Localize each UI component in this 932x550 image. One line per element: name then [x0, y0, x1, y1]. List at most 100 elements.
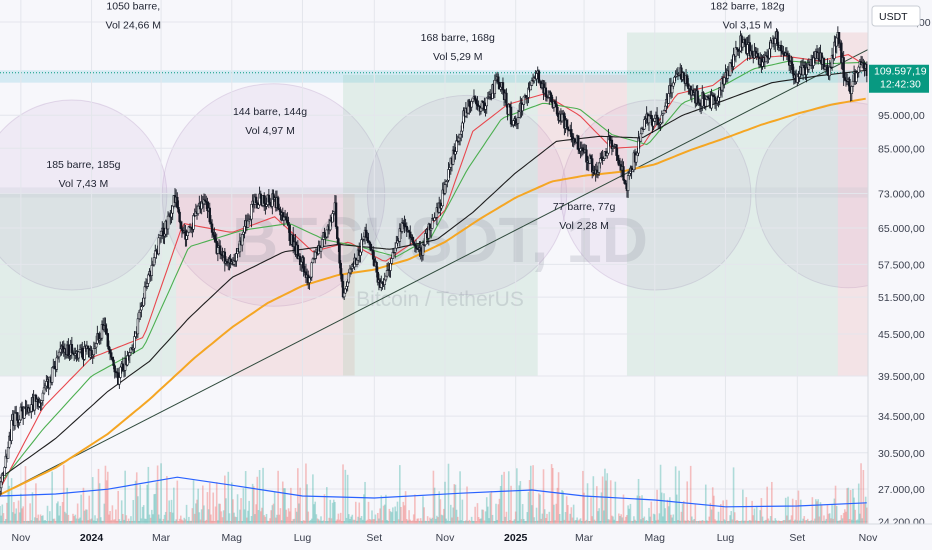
volume-bar — [720, 504, 722, 524]
time-axis[interactable]: Nov 2024 Mar Mag Lug Set Nov 2025 Mar Mag Lug Set No… — [0, 523, 932, 550]
candle-body — [365, 229, 368, 238]
volume-bar — [780, 520, 782, 524]
volume-bar — [3, 521, 6, 524]
price-axis[interactable]: 24.200,0027.000,0030.500,0034.500,0039.5… — [867, 0, 932, 550]
volume-bar — [754, 520, 757, 524]
volume-bar — [587, 520, 590, 524]
candle-body — [0, 481, 3, 489]
candle-body — [393, 247, 397, 253]
volume-bar — [228, 513, 231, 524]
volume-bar — [636, 495, 639, 524]
candle-body — [6, 446, 10, 459]
currency-button[interactable]: USDT — [871, 5, 921, 27]
volume-bar — [164, 511, 167, 524]
candle-body — [403, 223, 406, 227]
candle-body — [170, 212, 173, 218]
candle-body — [743, 39, 747, 45]
volume-bar — [565, 496, 568, 524]
volume-bar — [574, 520, 576, 524]
candle-body — [682, 72, 685, 79]
volume-bar — [286, 516, 289, 524]
volume-bar — [492, 520, 495, 524]
volume-bar — [251, 483, 254, 524]
volume-bar — [616, 520, 619, 524]
candle-body — [779, 45, 783, 52]
volume-bar — [460, 520, 463, 524]
candle-body — [276, 197, 280, 209]
volume-bar — [334, 501, 336, 524]
volume-bar — [518, 485, 520, 524]
volume-bar — [445, 518, 447, 524]
candle-body — [267, 194, 271, 203]
volume-bar — [38, 520, 41, 524]
volume-bar — [409, 519, 412, 524]
volume-bar — [813, 518, 816, 524]
volume-bar — [197, 488, 199, 524]
volume-bar — [561, 490, 563, 524]
volume-bar — [570, 507, 573, 524]
candle-body — [448, 167, 451, 170]
volume-bar — [331, 502, 334, 524]
volume-bar — [193, 513, 196, 524]
volume-bar — [751, 500, 753, 524]
price-tick-label: 27.000,00 — [878, 484, 925, 496]
candle-body — [652, 121, 655, 127]
candle-body — [338, 243, 341, 264]
volume-bar — [138, 520, 140, 524]
volume-bar — [694, 504, 697, 524]
volume-bar — [439, 499, 442, 524]
volume-bar — [462, 520, 465, 524]
candle-body — [424, 233, 427, 246]
volume-bar — [840, 515, 843, 524]
volume-bar — [710, 509, 713, 524]
volume-bar — [316, 518, 319, 524]
volume-bar — [167, 520, 169, 524]
time-tick-label: Set — [789, 532, 805, 544]
candle-body — [242, 231, 245, 235]
volume-bar — [642, 518, 644, 524]
volume-bar — [361, 519, 364, 524]
volume-bar — [826, 505, 829, 524]
volume-bar — [757, 520, 759, 524]
volume-bar — [521, 504, 524, 524]
volume-bar — [415, 520, 417, 524]
volume-bar — [169, 512, 172, 524]
volume-bar — [691, 516, 693, 524]
volume-bar — [788, 520, 790, 524]
volume-bar — [86, 509, 88, 524]
volume-bar — [155, 482, 158, 524]
volume-bar — [629, 503, 632, 524]
candle-body — [419, 247, 422, 252]
volume-bar — [506, 521, 509, 524]
candle-body — [142, 297, 145, 306]
volume-bar — [797, 490, 800, 524]
moving-average-line-3 — [0, 97, 866, 496]
volume-bar — [227, 471, 230, 524]
candle-body — [673, 76, 676, 84]
volume-bar — [708, 516, 711, 524]
volume-bar — [371, 510, 373, 524]
candle-body — [756, 53, 760, 58]
candle-body — [337, 238, 340, 244]
volume-bar — [66, 487, 69, 524]
volume-bar — [163, 514, 166, 524]
volume-bar — [841, 518, 844, 524]
volume-bar — [319, 520, 321, 524]
candle-body — [137, 311, 141, 320]
candle-body — [77, 351, 81, 359]
volume-bar — [94, 515, 96, 524]
candle-body — [3, 467, 6, 476]
candle-body — [311, 258, 315, 264]
candle-body — [331, 213, 334, 223]
volume-bar — [488, 518, 490, 524]
candle-body — [359, 251, 362, 256]
volume-bar — [239, 509, 241, 524]
volume-bar — [746, 520, 749, 524]
volume-bar — [529, 465, 532, 524]
trendline-layer — [0, 49, 869, 496]
volume-bar — [641, 495, 643, 524]
candle-body — [636, 152, 639, 156]
volume-bar — [345, 517, 348, 524]
volume-bar — [806, 518, 809, 524]
